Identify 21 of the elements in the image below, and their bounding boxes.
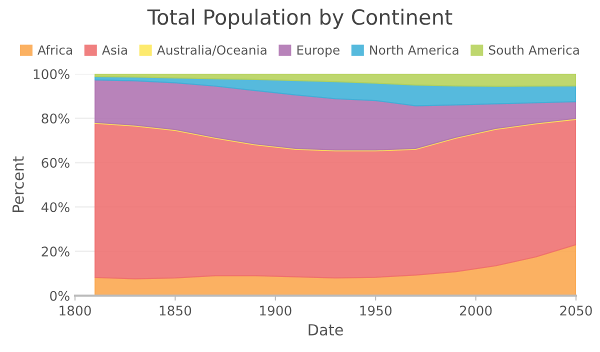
y-tick-label: 60% [42,158,70,168]
x-tick-label: 2050 [560,306,592,316]
chart-title: Total Population by Continent [147,8,452,29]
legend-label: North America [370,45,458,55]
y-tick-label: 100% [34,69,70,80]
x-tick-label: 1850 [160,306,192,316]
legend-label: Africa [38,45,72,55]
x-axis-title: Date [308,324,343,336]
x-tick-label: 1950 [360,306,392,316]
y-axis-title: Percent [12,156,24,212]
x-tick-label: 1800 [60,306,91,316]
x-tick-label: 2000 [460,306,492,316]
legend-label: South America [488,45,579,55]
y-tick-label: 0% [50,290,70,301]
x-tick-label: 1900 [260,306,292,316]
legend-label: Europe [297,45,340,58]
y-tick-label: 80% [42,113,70,124]
legend-label: Australia/Oceania [156,45,266,56]
y-tick-label: 40% [41,202,70,212]
legend-label: Asia [102,45,127,55]
y-tick-label: 20% [42,246,70,257]
